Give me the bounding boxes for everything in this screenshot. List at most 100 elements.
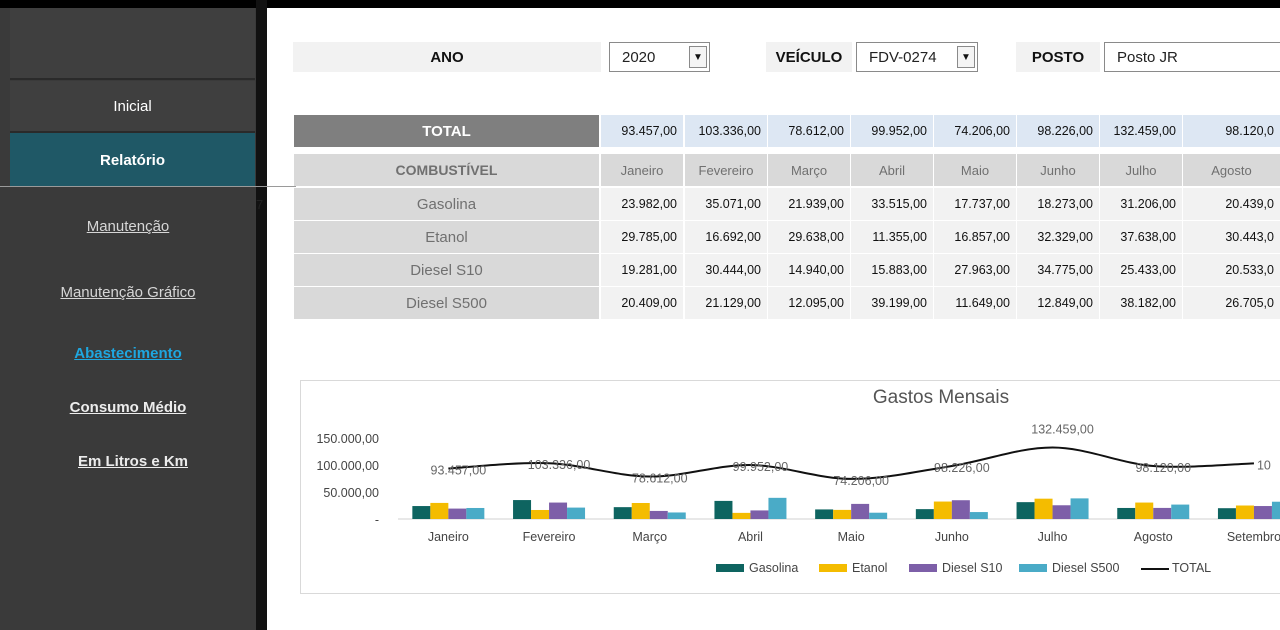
total-cell: 103.336,00 bbox=[685, 115, 767, 147]
table-cell: 15.883,00 bbox=[851, 254, 933, 286]
chart-title: Gastos Mensais bbox=[873, 387, 1009, 408]
table-cell: 29.638,00 bbox=[768, 221, 850, 253]
sidebar-link-manutencao-grafico[interactable]: Manutenção Gráfico bbox=[60, 284, 196, 301]
table-cell: 26.705,0 bbox=[1183, 287, 1280, 319]
bar-gasolina bbox=[714, 500, 733, 519]
bar-diesel-s10 bbox=[1052, 505, 1071, 519]
x-tick-label: Abril bbox=[738, 530, 763, 544]
table-cell: 30.443,0 bbox=[1183, 221, 1280, 253]
chevron-down-icon[interactable]: ▼ bbox=[689, 46, 707, 68]
ano-label: ANO bbox=[293, 42, 601, 72]
bar-diesel-s10 bbox=[851, 503, 870, 519]
bar-etanol bbox=[631, 502, 650, 519]
bar-gasolina bbox=[1117, 507, 1136, 519]
bar-diesel-s10 bbox=[1253, 506, 1272, 519]
total-data-label: 10 bbox=[1257, 458, 1271, 472]
x-tick-label: Agosto bbox=[1134, 530, 1173, 544]
chart-svg: Gastos Mensais 150.000,00 100.000,00 50.000… bbox=[316, 387, 1280, 575]
x-tick-label: Janeiro bbox=[428, 530, 469, 544]
bar-gasolina bbox=[915, 509, 934, 519]
total-data-label: 74.206,00 bbox=[833, 474, 889, 488]
total-cell: 93.457,00 bbox=[601, 115, 683, 147]
bar-diesel-s10 bbox=[549, 502, 568, 519]
bar-diesel-s500 bbox=[969, 512, 988, 519]
bar-diesel-s500 bbox=[768, 497, 787, 519]
veiculo-label: VEÍCULO bbox=[766, 42, 852, 72]
table-cell: 33.515,00 bbox=[851, 188, 933, 220]
bar-diesel-s500 bbox=[1171, 504, 1190, 519]
bar-diesel-s10 bbox=[750, 510, 769, 519]
bar-diesel-s500 bbox=[1070, 498, 1089, 519]
x-tick-label: Fevereiro bbox=[523, 530, 576, 544]
legend-swatch bbox=[909, 564, 937, 572]
ano-value: 2020 bbox=[622, 48, 656, 66]
sidebar: Inicial Relatório Manutenção Manutenção … bbox=[0, 8, 256, 630]
legend-label: Etanol bbox=[852, 561, 887, 575]
table-cell: 14.940,00 bbox=[768, 254, 850, 286]
month-header: Fevereiro bbox=[685, 154, 767, 186]
x-tick-label: Setembro bbox=[1227, 530, 1280, 544]
row-label: Etanol bbox=[294, 221, 599, 253]
table-cell: 19.281,00 bbox=[601, 254, 683, 286]
table-cell: 35.071,00 bbox=[685, 188, 767, 220]
table-cell: 31.206,00 bbox=[1100, 188, 1182, 220]
chevron-down-icon[interactable]: ▼ bbox=[957, 46, 975, 68]
total-cell: 99.952,00 bbox=[851, 115, 933, 147]
total-cell: 78.612,00 bbox=[768, 115, 850, 147]
combustivel-header: COMBUSTÍVEL bbox=[294, 154, 599, 186]
bar-etanol bbox=[1135, 502, 1154, 519]
y-tick-label: 150.000,00 bbox=[316, 432, 379, 446]
bar-gasolina bbox=[1016, 502, 1035, 519]
veiculo-value: FDV-0274 bbox=[869, 48, 937, 66]
bar-etanol bbox=[430, 502, 449, 519]
posto-select[interactable]: Posto JR bbox=[1104, 42, 1280, 72]
table-cell: 27.963,00 bbox=[934, 254, 1016, 286]
bar-diesel-s500 bbox=[1271, 501, 1280, 519]
y-tick-label: 50.000,00 bbox=[323, 486, 379, 500]
ano-select[interactable]: 2020 ▼ bbox=[609, 42, 710, 72]
table-cell: 17.737,00 bbox=[934, 188, 1016, 220]
table-cell: 37.638,00 bbox=[1100, 221, 1182, 253]
total-data-label: 78.612,00 bbox=[632, 472, 688, 486]
bar-diesel-s500 bbox=[567, 507, 586, 519]
bar-etanol bbox=[531, 509, 550, 519]
table-cell: 34.775,00 bbox=[1017, 254, 1099, 286]
table-cell: 16.692,00 bbox=[685, 221, 767, 253]
legend-label: Gasolina bbox=[749, 561, 798, 575]
veiculo-select[interactable]: FDV-0274 ▼ bbox=[856, 42, 978, 72]
bar-etanol bbox=[1235, 505, 1254, 519]
sidebar-item-relatorio[interactable]: Relatório bbox=[10, 133, 255, 187]
legend-label: TOTAL bbox=[1172, 561, 1211, 575]
bar-gasolina bbox=[412, 506, 431, 519]
sidebar-link-manutencao[interactable]: Manutenção bbox=[86, 218, 170, 235]
table-cell: 23.982,00 bbox=[601, 188, 683, 220]
table-cell: 21.939,00 bbox=[768, 188, 850, 220]
total-label: TOTAL bbox=[294, 115, 599, 147]
row-label: Diesel S10 bbox=[294, 254, 599, 286]
total-data-label: 103.336,00 bbox=[528, 458, 591, 472]
y-tick-label: 100.000,00 bbox=[316, 459, 379, 473]
total-data-label: 93.457,00 bbox=[431, 464, 487, 478]
total-cell: 98.226,00 bbox=[1017, 115, 1099, 147]
total-data-label: 99.952,00 bbox=[733, 460, 789, 474]
bar-diesel-s500 bbox=[869, 512, 888, 519]
legend-swatch bbox=[1019, 564, 1047, 572]
bar-gasolina bbox=[815, 509, 834, 519]
sidebar-link-em-litros-km[interactable]: Em Litros e Km bbox=[77, 453, 189, 470]
bar-etanol bbox=[732, 512, 751, 519]
table-cell: 30.444,00 bbox=[685, 254, 767, 286]
month-header: Abril bbox=[851, 154, 933, 186]
table-cell: 29.785,00 bbox=[601, 221, 683, 253]
sidebar-link-consumo-medio[interactable]: Consumo Médio bbox=[69, 399, 187, 416]
total-cell: 74.206,00 bbox=[934, 115, 1016, 147]
month-header: Maio bbox=[934, 154, 1016, 186]
sidebar-link-abastecimento[interactable]: Abastecimento bbox=[74, 345, 182, 362]
table-cell: 32.329,00 bbox=[1017, 221, 1099, 253]
total-cell: 132.459,00 bbox=[1100, 115, 1182, 147]
sidebar-item-inicial[interactable]: Inicial bbox=[10, 81, 255, 133]
bar-etanol bbox=[833, 509, 852, 519]
total-data-label: 132.459,00 bbox=[1031, 422, 1094, 436]
legend-label: Diesel S10 bbox=[942, 561, 1002, 575]
table-cell: 39.199,00 bbox=[851, 287, 933, 319]
bar-etanol bbox=[933, 501, 952, 519]
